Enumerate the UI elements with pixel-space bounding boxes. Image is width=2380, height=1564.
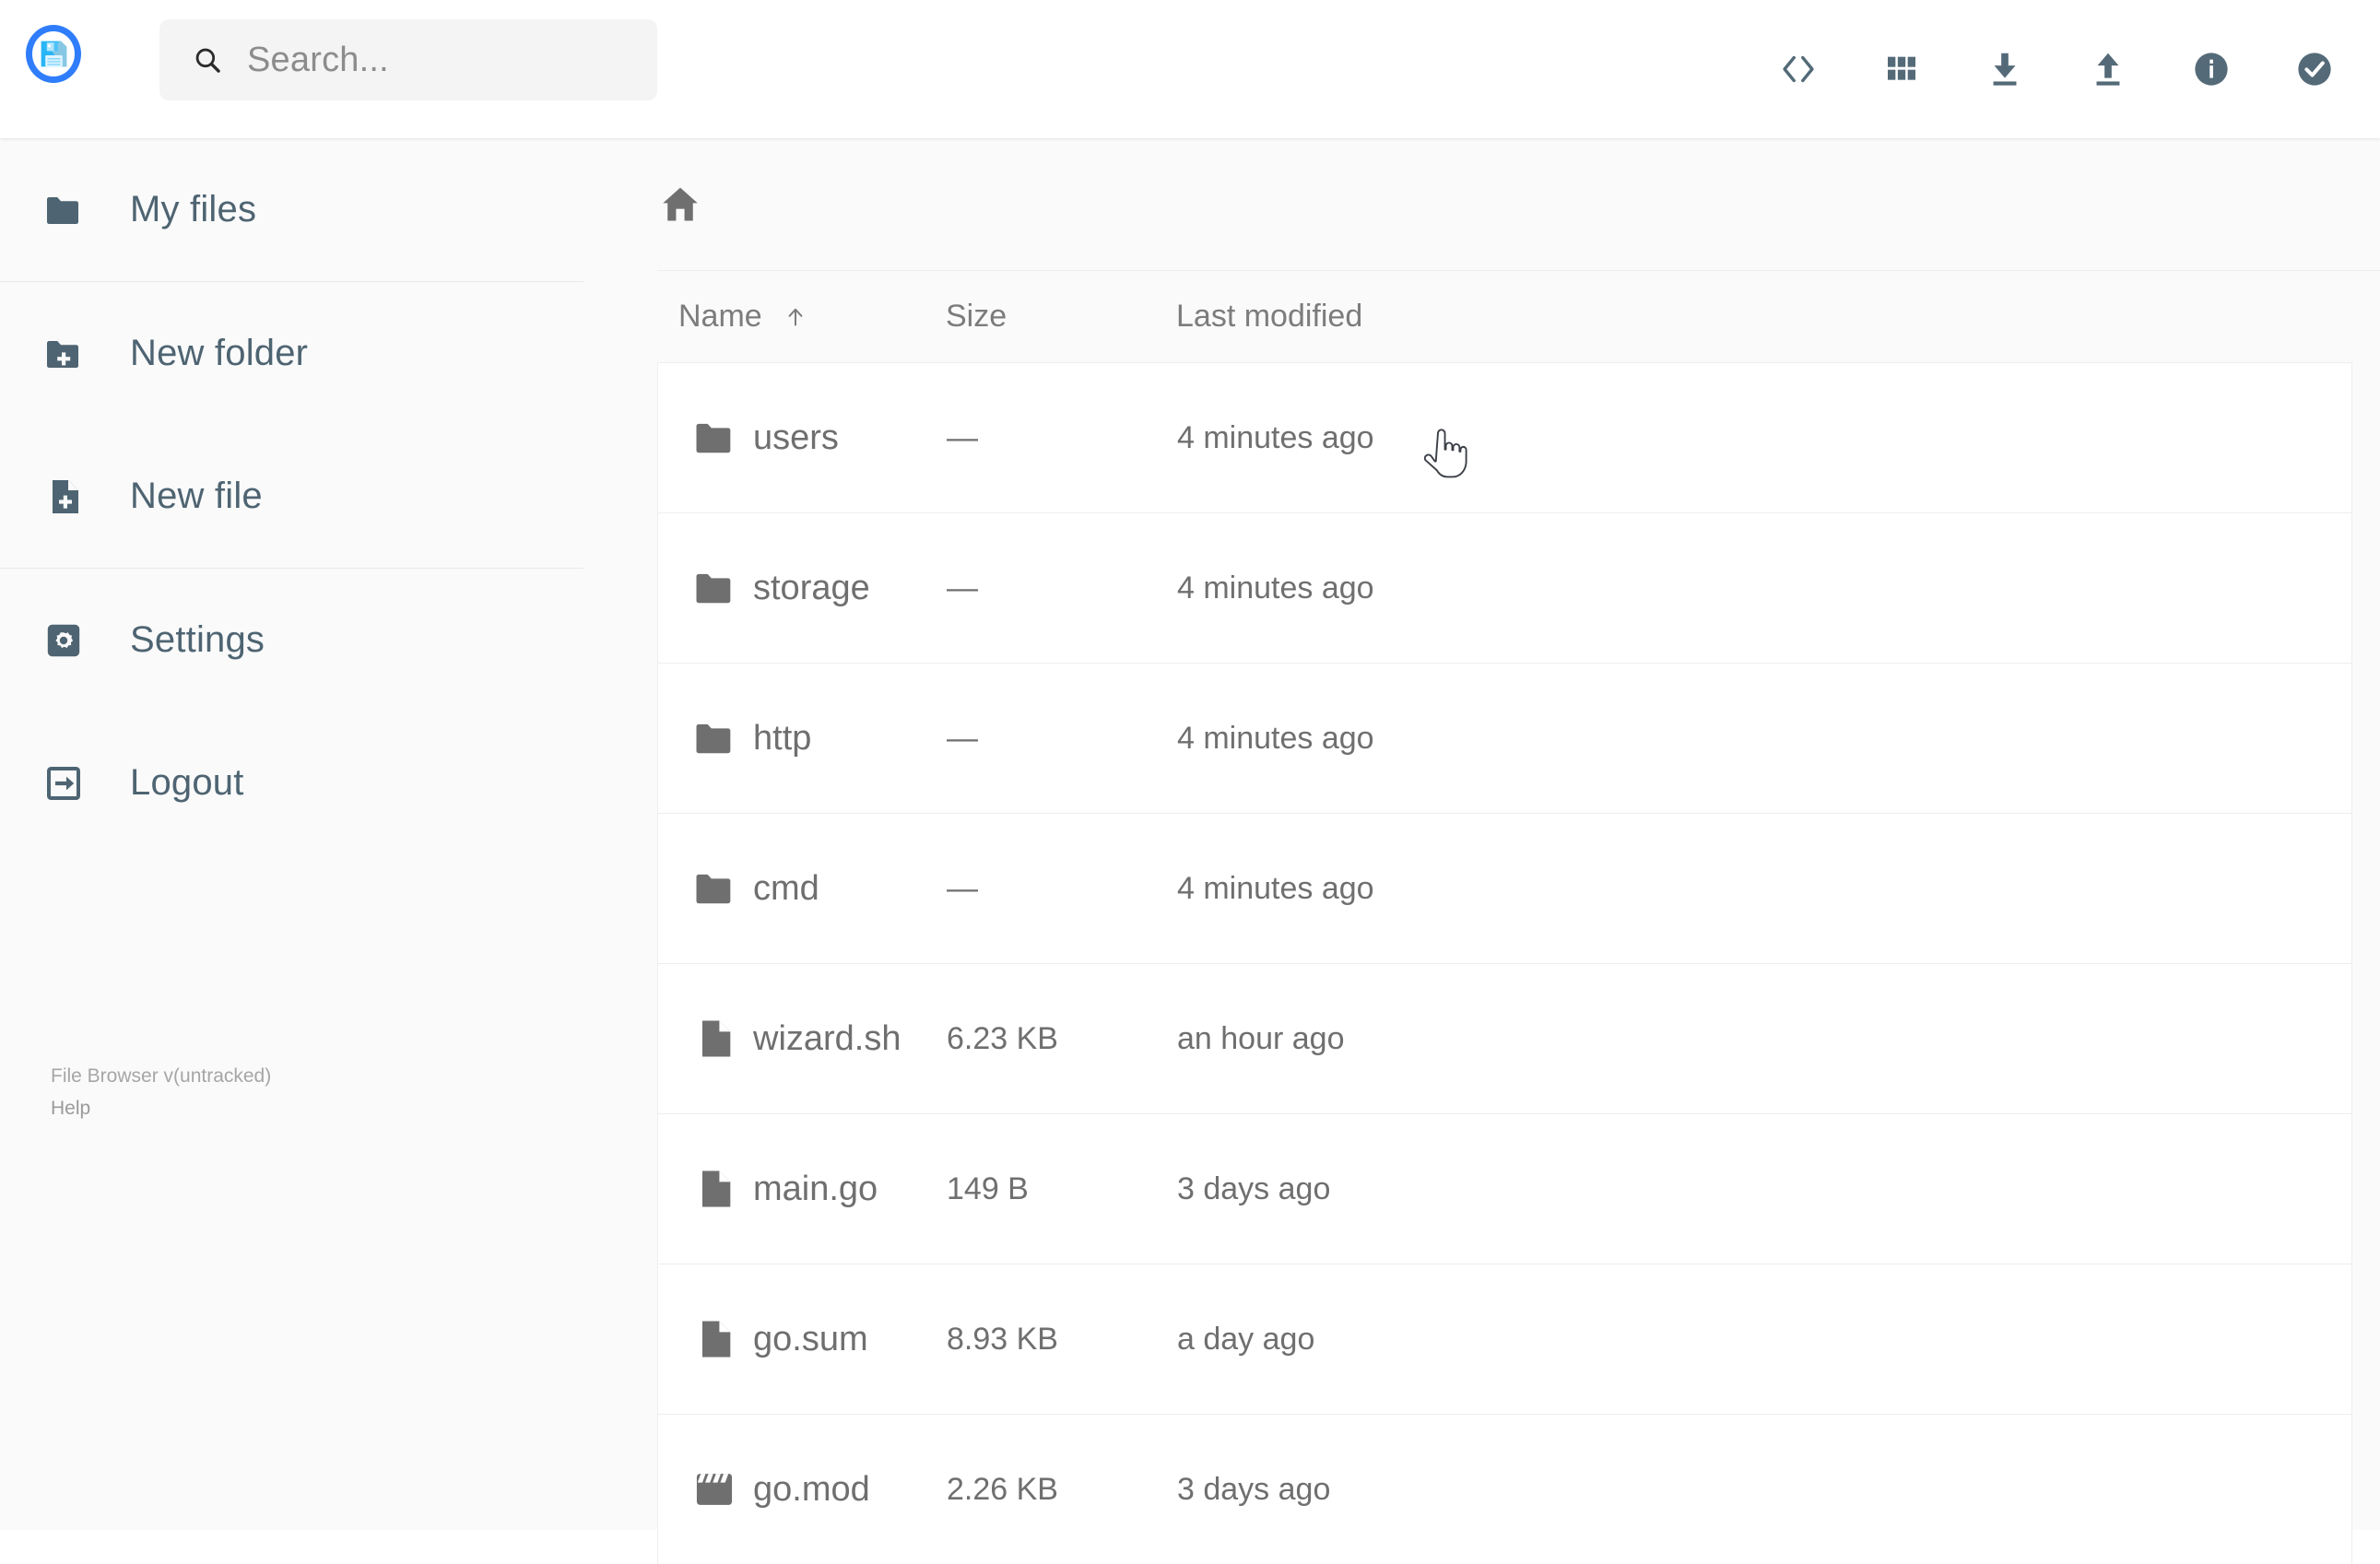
breadcrumb (657, 138, 2380, 270)
file-name: go.mod (753, 1469, 870, 1509)
file-size: — (947, 419, 978, 455)
table-row[interactable]: main.go 149 B 3 days ago (657, 1113, 2352, 1264)
grid-view-icon (1888, 56, 1915, 80)
file-size: — (947, 870, 978, 906)
file-modified: an hour ago (1177, 1020, 1345, 1056)
file-modified: 3 days ago (1177, 1170, 1331, 1206)
check-circle-icon (2298, 53, 2331, 86)
file-name: http (753, 718, 812, 758)
sidebar-divider (0, 568, 583, 569)
file-name: go.sum (753, 1319, 868, 1358)
listing-header: Name Size Last modified (657, 270, 2380, 362)
table-row[interactable]: users — 4 minutes ago (657, 362, 2352, 512)
search-icon (195, 48, 220, 73)
file-list: users — 4 minutes ago storage — 4 minute… (657, 362, 2380, 1564)
file-icon (690, 1312, 738, 1366)
column-header-name-label: Name (678, 299, 762, 334)
gear-icon (41, 618, 86, 663)
folder-icon (690, 711, 738, 765)
sidebar-item-label: My files (130, 189, 257, 229)
column-header-size-label: Size (946, 299, 1007, 334)
sidebar-item-label: Logout (130, 762, 244, 803)
table-row[interactable]: http — 4 minutes ago (657, 663, 2352, 813)
shell-toggle-button[interactable] (1777, 48, 1820, 90)
folder-icon (690, 561, 738, 615)
help-link[interactable]: Help (51, 1098, 91, 1119)
table-row[interactable]: cmd — 4 minutes ago (657, 813, 2352, 963)
info-circle-icon (2195, 53, 2228, 86)
sidebar-item-label: New folder (130, 333, 309, 373)
file-name: main.go (753, 1169, 878, 1208)
floppy-disk-icon (41, 41, 66, 67)
table-row[interactable]: wizard.sh 6.23 KB an hour ago (657, 963, 2352, 1113)
search-input[interactable]: Search... (159, 19, 657, 100)
file-modified: 4 minutes ago (1177, 720, 1374, 756)
select-multiple-button[interactable] (2293, 48, 2336, 90)
logout-icon (41, 761, 86, 806)
file-size: 6.23 KB (947, 1020, 1058, 1056)
file-modified: 4 minutes ago (1177, 870, 1374, 906)
file-modified: a day ago (1177, 1321, 1315, 1357)
switch-view-button[interactable] (1880, 48, 1923, 90)
file-modified: 4 minutes ago (1177, 419, 1374, 455)
arrow-up-icon (788, 308, 803, 325)
column-header-modified-label: Last modified (1176, 299, 1363, 334)
movie-clapperboard-icon (690, 1463, 738, 1516)
file-name: storage (753, 568, 870, 607)
file-size: — (947, 570, 978, 606)
sidebar-item-new-file[interactable]: New file (0, 425, 657, 568)
sidebar-item-logout[interactable]: Logout (0, 711, 657, 854)
file-name: cmd (753, 868, 819, 908)
column-header-modified[interactable]: Last modified (1176, 299, 1362, 335)
file-modified: 4 minutes ago (1177, 570, 1374, 606)
code-brackets-icon (1783, 55, 1814, 83)
file-size: 149 B (947, 1170, 1029, 1206)
upload-icon (2096, 53, 2120, 86)
download-button[interactable] (1984, 48, 2026, 90)
sidebar: My files New folder (0, 138, 657, 1530)
folder-icon (690, 862, 738, 915)
sidebar-item-label: New file (130, 476, 263, 516)
app-version: File Browser v(untracked) (51, 1065, 272, 1087)
file-name: users (753, 417, 839, 457)
home-icon (663, 187, 698, 220)
sidebar-item-my-files[interactable]: My files (0, 138, 657, 281)
app-logo[interactable] (26, 25, 81, 83)
sidebar-group-create: New folder New file (0, 282, 657, 568)
toolbar-actions (1777, 0, 2336, 138)
sidebar-divider (0, 281, 583, 282)
upload-button[interactable] (2087, 48, 2129, 90)
logo-ring (26, 25, 81, 83)
sidebar-group-files: My files (0, 138, 657, 281)
sidebar-credits: File Browser v(untracked) Help (51, 1060, 271, 1124)
file-size: 2.26 KB (947, 1471, 1058, 1507)
folder-icon (690, 411, 738, 464)
table-row[interactable]: storage — 4 minutes ago (657, 512, 2352, 663)
main-content: Name Size Last modified users — 4 minute… (657, 138, 2380, 1564)
sidebar-group-account: Settings Logout (0, 569, 657, 854)
file-icon (690, 1162, 738, 1216)
table-row[interactable]: go.mod 2.26 KB 3 days ago (657, 1414, 2352, 1564)
file-size: 8.93 KB (947, 1321, 1058, 1357)
file-size: — (947, 720, 978, 756)
info-button[interactable] (2190, 48, 2233, 90)
file-icon (690, 1012, 738, 1065)
download-icon (1993, 53, 2017, 86)
column-header-name[interactable]: Name (678, 299, 808, 335)
file-modified: 3 days ago (1177, 1471, 1331, 1507)
file-plus-icon (41, 475, 86, 519)
sidebar-item-new-folder[interactable]: New folder (0, 282, 657, 425)
search-placeholder: Search... (247, 40, 389, 79)
column-header-size[interactable]: Size (946, 299, 1007, 335)
top-bar: Search... (0, 0, 2380, 138)
breadcrumb-home-button[interactable] (657, 182, 703, 228)
folder-icon (41, 188, 86, 232)
sidebar-item-label: Settings (130, 619, 265, 660)
table-row[interactable]: go.sum 8.93 KB a day ago (657, 1264, 2352, 1414)
folder-plus-icon (41, 332, 86, 376)
file-name: wizard.sh (753, 1018, 901, 1058)
sidebar-item-settings[interactable]: Settings (0, 569, 657, 711)
